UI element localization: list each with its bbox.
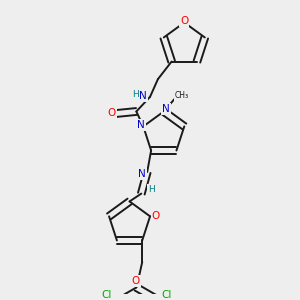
Text: N: N — [138, 169, 146, 179]
Text: CH₃: CH₃ — [174, 91, 188, 100]
Text: N: N — [137, 120, 145, 130]
Text: O: O — [180, 16, 188, 26]
Text: H: H — [148, 185, 154, 194]
Text: Cl: Cl — [101, 290, 111, 300]
Text: O: O — [152, 211, 160, 221]
Text: O: O — [131, 276, 140, 286]
Text: N: N — [162, 103, 169, 114]
Text: O: O — [108, 109, 116, 118]
Text: Cl: Cl — [161, 290, 172, 300]
Text: H: H — [132, 90, 139, 99]
Text: N: N — [139, 91, 147, 101]
